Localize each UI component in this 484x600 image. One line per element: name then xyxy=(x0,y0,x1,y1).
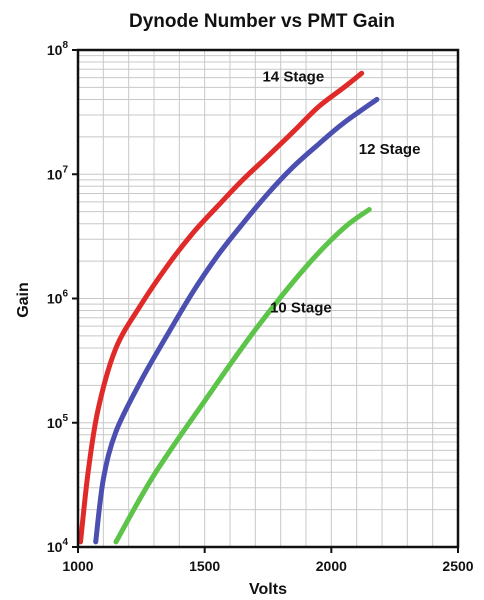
series-labels: 14 Stage 12 Stage 10 Stage xyxy=(262,68,420,316)
chart-series xyxy=(78,70,380,545)
series-label: 12 Stage xyxy=(359,141,421,158)
y-tick-label: 104 xyxy=(47,537,69,555)
y-axis-ticks: 104 105 106 107 108 xyxy=(47,40,78,555)
y-axis-label: Gain xyxy=(15,282,32,318)
y-tick-label: 107 xyxy=(47,164,69,182)
chart-title: Dynode Number vs PMT Gain xyxy=(129,11,395,32)
series-line-2 xyxy=(113,207,372,545)
series-line-0 xyxy=(78,70,365,545)
x-axis-label: Volts xyxy=(249,581,287,598)
y-tick-label: 106 xyxy=(47,289,69,307)
x-tick-label: 2500 xyxy=(442,558,473,574)
x-tick-label: 1000 xyxy=(62,558,93,574)
chart-grid xyxy=(78,50,458,548)
x-tick-label: 1500 xyxy=(189,558,220,574)
x-tick-label: 2000 xyxy=(316,558,347,574)
x-axis-ticks: 1000 1500 2000 2500 xyxy=(62,547,474,574)
y-tick-label: 105 xyxy=(47,413,69,431)
y-tick-label: 108 xyxy=(47,40,69,58)
series-line-1 xyxy=(93,96,380,545)
series-label: 14 Stage xyxy=(262,68,324,85)
series-label: 10 Stage xyxy=(270,300,332,317)
